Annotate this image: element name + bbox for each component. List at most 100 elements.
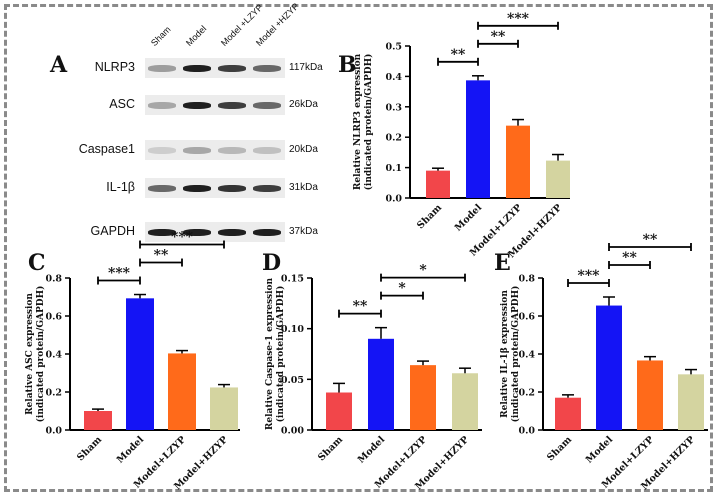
x-tick-label: Sham — [415, 202, 444, 231]
x-tick-label: Model — [453, 202, 484, 233]
significance-label: ** — [451, 47, 466, 63]
bar — [326, 392, 352, 430]
blot-band — [183, 228, 211, 236]
panel-label-b: B — [338, 52, 357, 78]
panel-label-e: E — [494, 250, 511, 276]
blot-band — [253, 101, 281, 109]
bar — [466, 80, 490, 198]
y-axis-label: Relative Caspase-1 expression — [265, 277, 275, 430]
significance-label: * — [398, 281, 406, 297]
blot-band — [148, 64, 176, 72]
significance-label: *** — [171, 230, 194, 246]
y-tick-label: 0.4 — [385, 72, 402, 83]
bar — [452, 373, 478, 430]
y-axis-label: Relative NLRP3 expression — [353, 53, 363, 190]
blot-band — [253, 146, 281, 154]
figure-frame — [4, 4, 713, 492]
bar — [426, 170, 450, 198]
significance-label: *** — [108, 266, 131, 282]
y-tick-label: 0.1 — [385, 163, 402, 174]
lane-label: Model — [183, 23, 209, 48]
blot-weight-label: 26kDa — [289, 99, 318, 110]
significance-label: ** — [643, 232, 658, 248]
western-blot: Sham Model Model +LZYP Model +HZYP NLRP3 117k… — [0, 0, 340, 250]
bar — [168, 353, 196, 430]
y-tick-label: 0.10 — [281, 324, 305, 335]
x-tick-label: Sham — [316, 434, 345, 463]
blot-protein-label: IL-1β — [106, 180, 135, 194]
bar — [546, 160, 570, 198]
significance-label: ** — [154, 248, 169, 264]
blot-protein-label: ASC — [109, 97, 135, 111]
y-tick-label: 0.2 — [45, 388, 62, 399]
blot-band — [218, 184, 246, 192]
y-tick-label: 0.5 — [385, 42, 402, 53]
chart-e-il1b: 0.0 0.2 0.4 0.6 0.8 Relative IL-1β expression… — [500, 232, 708, 492]
bar — [210, 387, 238, 430]
y-axis-label: Relative ASC expression — [25, 293, 35, 415]
blot-weight-label: 117kDa — [289, 62, 323, 73]
bar — [410, 365, 436, 430]
significance-label: ** — [622, 250, 637, 266]
x-tick-label: Model — [115, 434, 146, 465]
significance-label: * — [419, 263, 427, 279]
bar — [84, 411, 112, 430]
blot-band — [218, 146, 246, 154]
significance-label: *** — [578, 268, 601, 284]
significance-label: ** — [491, 29, 506, 45]
y-tick-label: 0.8 — [518, 274, 535, 285]
blot-band — [253, 64, 281, 72]
blot-band — [148, 146, 176, 154]
bar — [506, 125, 530, 198]
y-tick-label: 0.6 — [45, 312, 62, 323]
blot-strip — [145, 222, 285, 242]
y-tick-label: 0.4 — [518, 350, 535, 361]
chart-d-caspase1: 0.00 0.05 0.10 0.15 Relative Caspase-1 expre… — [265, 263, 482, 492]
panel-label-d: D — [262, 250, 282, 276]
y-tick-label: 0.8 — [45, 274, 62, 285]
chart-c-asc: 0.0 0.2 0.4 0.6 0.8 Relative ASC expression (i… — [25, 230, 240, 492]
blot-band — [218, 64, 246, 72]
y-tick-label: 0.15 — [281, 274, 304, 285]
y-axis-label: (indicated protein/GAPDH) — [35, 286, 46, 423]
blot-band — [148, 184, 176, 192]
y-axis-label: (indicated protein/GAPDH) — [363, 54, 374, 191]
y-tick-label: 0.6 — [518, 312, 535, 323]
bar — [368, 338, 394, 430]
blot-weight-label: 20kDa — [289, 144, 318, 155]
bar — [126, 298, 154, 430]
y-tick-label: 0.0 — [518, 426, 535, 437]
lane-label: Sham — [148, 24, 173, 48]
y-tick-label: 0.00 — [281, 426, 305, 437]
bar — [678, 374, 704, 430]
y-tick-label: 0.3 — [385, 102, 402, 113]
bar — [596, 305, 622, 430]
blot-band — [183, 101, 211, 109]
blot-band — [183, 146, 211, 154]
blot-strip — [145, 58, 285, 78]
blot-band — [183, 184, 211, 192]
y-tick-label: 0.0 — [45, 426, 62, 437]
significance-label: ** — [353, 299, 368, 315]
blot-strip — [145, 95, 285, 115]
significance-label: *** — [507, 11, 530, 27]
bar — [555, 397, 581, 430]
x-tick-label: Sham — [545, 434, 574, 463]
blot-band — [253, 184, 281, 192]
x-tick-label: Model — [356, 434, 387, 465]
bar — [637, 360, 663, 430]
blot-protein-label: NLRP3 — [94, 60, 135, 74]
blot-protein-label: GAPDH — [90, 224, 135, 238]
y-axis-label: (indicated protein/GAPDH) — [510, 286, 521, 423]
y-axis-label: (indicated protein/GAPDH) — [275, 286, 286, 423]
panel-label-a: A — [50, 52, 68, 78]
chart-b-nlrp3: 0.0 0.1 0.2 0.3 0.4 0.5 Relative NLRP3 express… — [353, 11, 570, 260]
x-tick-label: Sham — [75, 434, 104, 463]
blot-band — [218, 101, 246, 109]
y-tick-label: 0.2 — [385, 133, 402, 144]
blot-band — [148, 228, 176, 236]
y-tick-label: 0.2 — [518, 388, 535, 399]
blot-weight-label: 31kDa — [289, 182, 318, 193]
x-tick-label: Model — [584, 434, 615, 465]
blot-band — [148, 101, 176, 109]
